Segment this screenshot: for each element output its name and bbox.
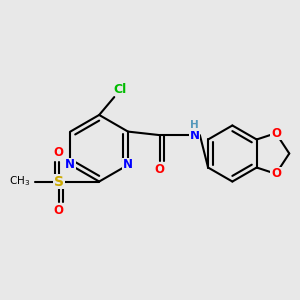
Text: H: H [190,120,199,130]
Text: O: O [154,163,165,176]
Text: S: S [31,181,32,182]
Text: S: S [54,175,64,188]
Text: N: N [190,129,200,142]
Text: $\mathregular{CH_3}$: $\mathregular{CH_3}$ [9,175,30,188]
Text: O: O [271,167,281,180]
Text: O: O [54,146,64,159]
Text: O: O [54,204,64,217]
Text: O: O [271,127,281,140]
Text: N: N [65,158,75,171]
Text: Cl: Cl [114,83,127,96]
Text: N: N [123,158,133,171]
